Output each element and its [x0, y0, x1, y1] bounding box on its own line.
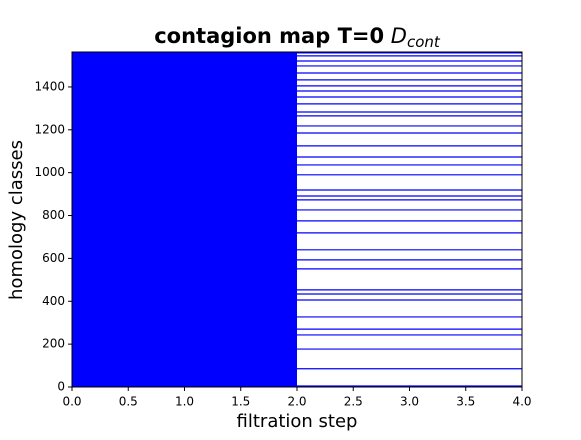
y-tick-label: 400 — [42, 294, 65, 308]
title-symbol: D — [391, 24, 407, 48]
y-tick-label: 1000 — [34, 165, 65, 179]
title-subscript: cont — [407, 33, 441, 51]
y-tick-label: 800 — [42, 208, 65, 222]
x-tick-label: 3.5 — [456, 395, 475, 409]
x-tick-label: 2.5 — [344, 395, 363, 409]
x-tick-label: 0.5 — [119, 395, 138, 409]
y-tick-label: 600 — [42, 251, 65, 265]
title-text: contagion map T=0 — [154, 24, 384, 48]
chart-title: contagion map T=0 Dcont — [154, 24, 441, 51]
y-axis-label: homology classes — [6, 140, 27, 300]
x-tick-label: 2.0 — [287, 395, 306, 409]
y-tick-label: 200 — [42, 337, 65, 351]
y-tick-label: 0 — [57, 380, 65, 394]
x-tick-label: 1.5 — [231, 395, 250, 409]
y-tick-label: 1200 — [34, 122, 65, 136]
x-tick-label: 0.0 — [62, 395, 81, 409]
x-tick-label: 1.0 — [175, 395, 194, 409]
x-tick-label: 4.0 — [512, 395, 531, 409]
x-axis-label: filtration step — [237, 411, 358, 432]
finite-bars — [72, 52, 297, 387]
y-tick-label: 1400 — [34, 79, 65, 93]
x-tick-label: 3.0 — [400, 395, 419, 409]
